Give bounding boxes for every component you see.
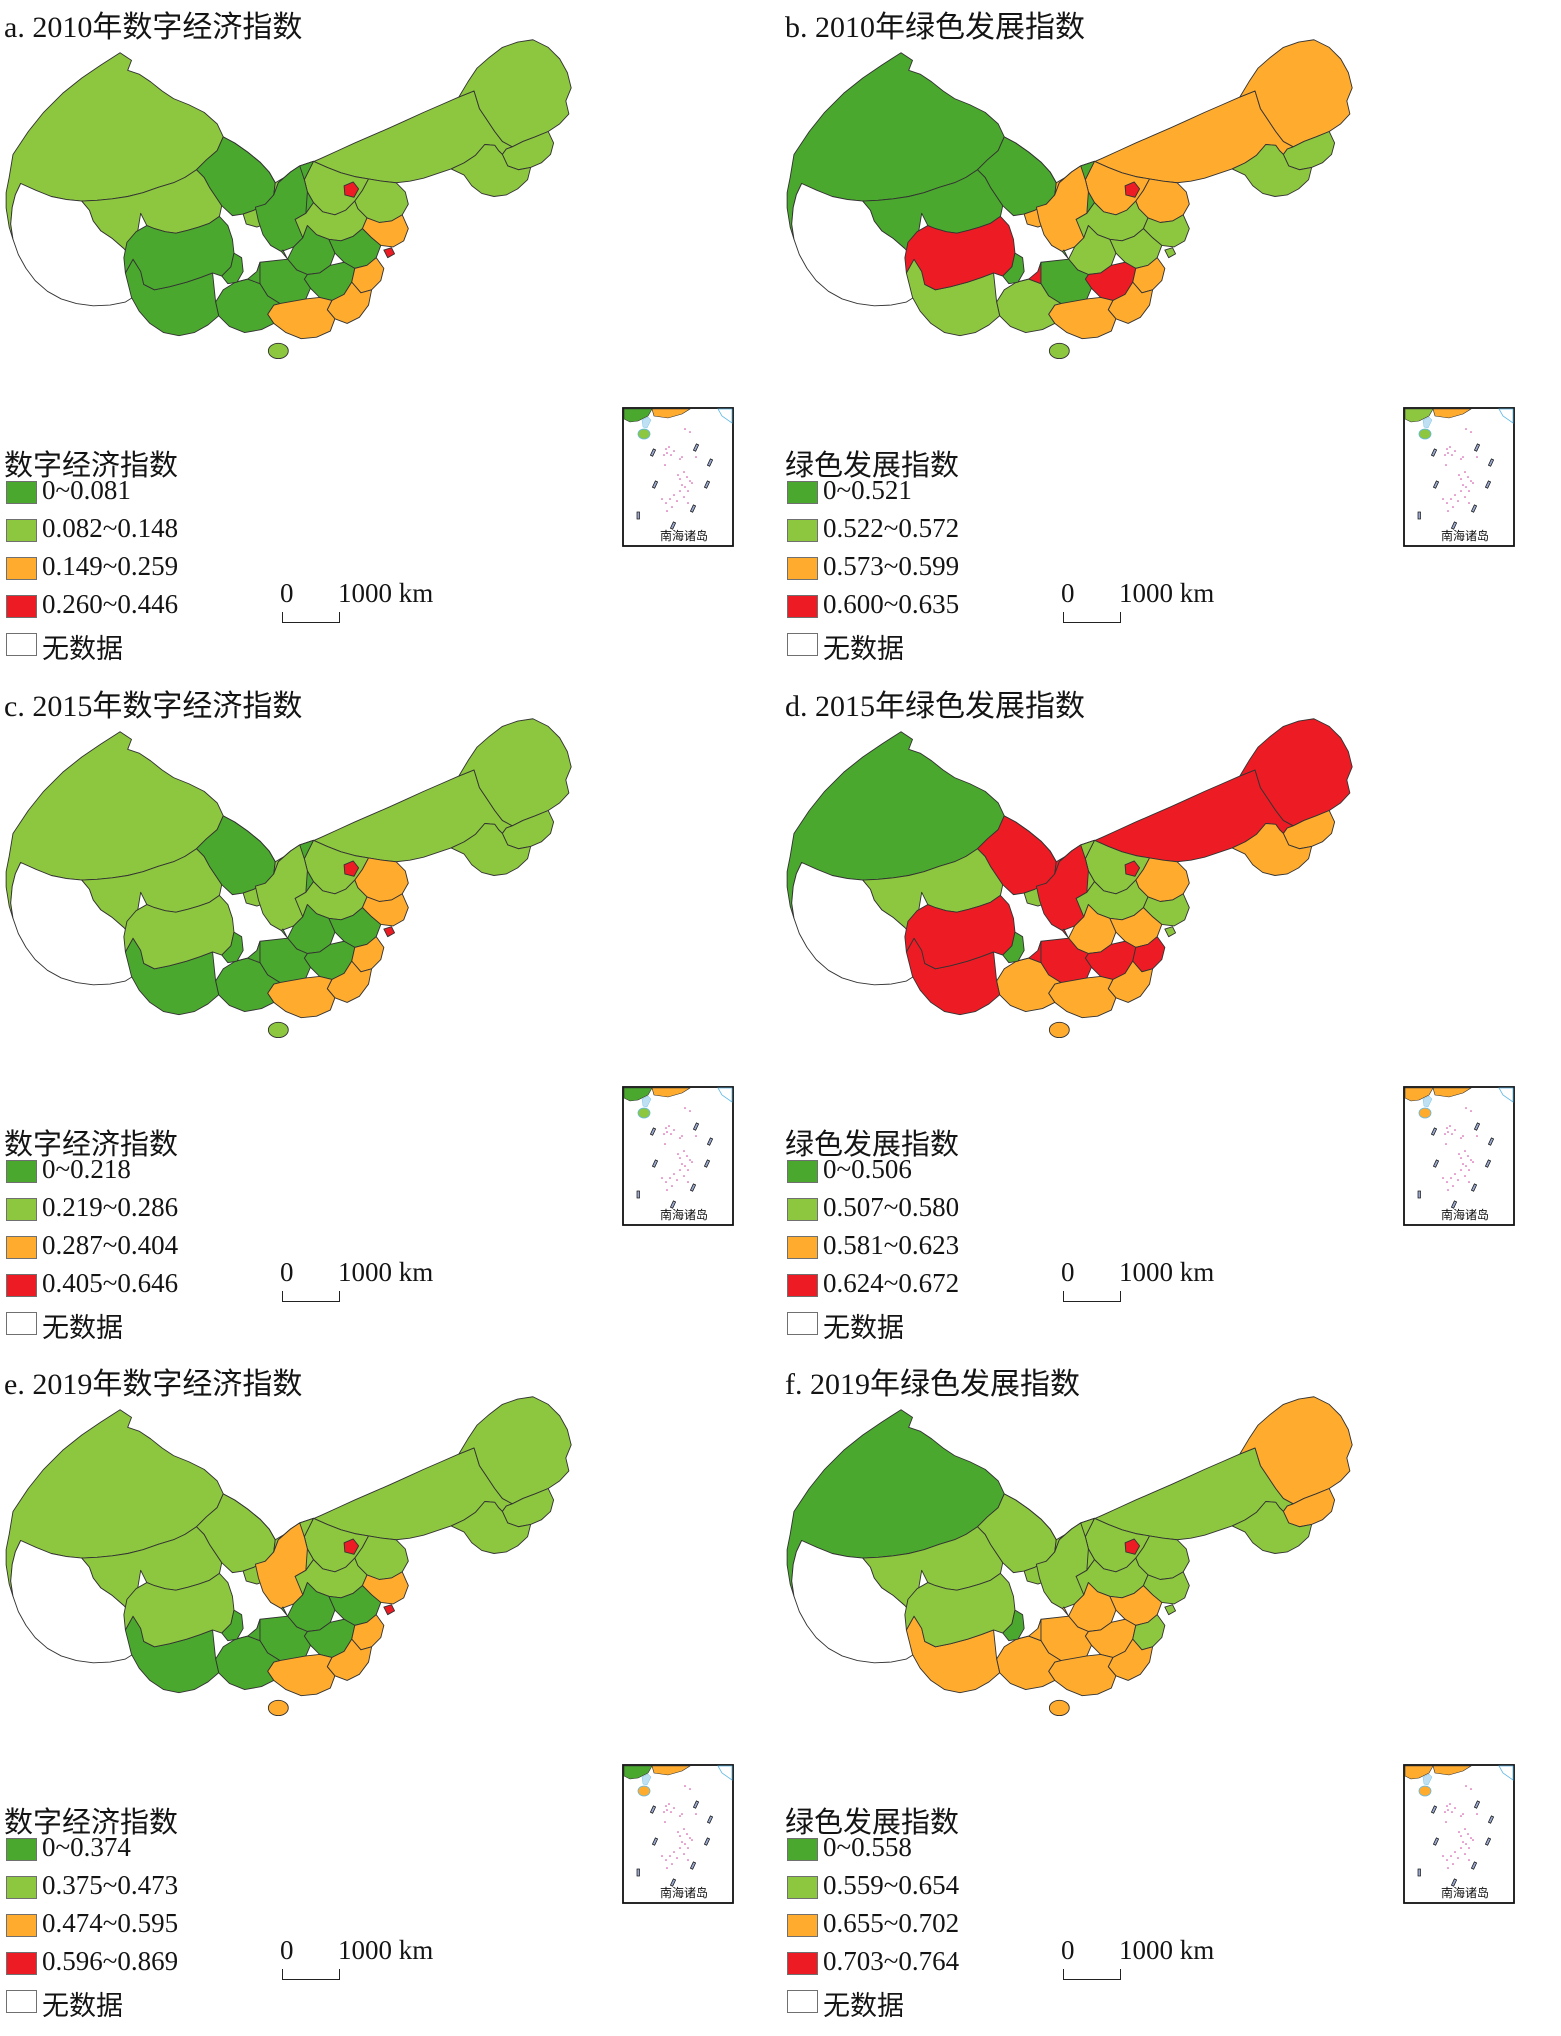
svg-text:南海诸岛: 南海诸岛 — [660, 528, 708, 543]
svg-text:南海诸岛: 南海诸岛 — [1441, 1207, 1489, 1222]
svg-text:南海诸岛: 南海诸岛 — [1441, 528, 1489, 543]
svg-text:南海诸岛: 南海诸岛 — [1441, 1885, 1489, 1900]
svg-text:南海诸岛: 南海诸岛 — [660, 1885, 708, 1900]
svg-text:南海诸岛: 南海诸岛 — [660, 1207, 708, 1222]
